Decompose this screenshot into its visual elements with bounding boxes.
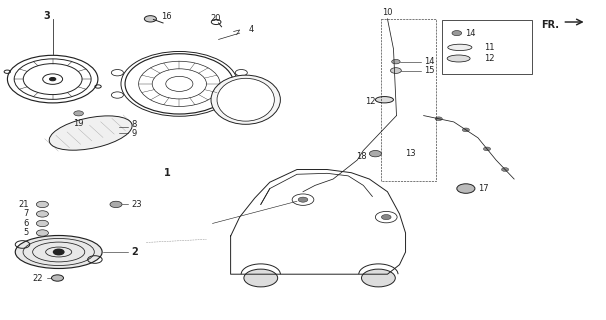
Circle shape xyxy=(36,211,48,217)
Ellipse shape xyxy=(375,97,393,103)
Text: 19: 19 xyxy=(73,119,84,128)
Text: 20: 20 xyxy=(210,14,221,23)
Text: 5: 5 xyxy=(23,228,28,237)
Circle shape xyxy=(362,269,395,287)
Circle shape xyxy=(501,168,508,172)
Circle shape xyxy=(36,230,48,236)
Text: 10: 10 xyxy=(382,8,393,17)
Circle shape xyxy=(50,77,56,81)
Ellipse shape xyxy=(217,78,275,121)
Text: 8: 8 xyxy=(131,120,136,129)
Text: 6: 6 xyxy=(23,219,28,228)
Text: 9: 9 xyxy=(131,129,136,138)
Text: 16: 16 xyxy=(161,12,172,21)
Circle shape xyxy=(452,31,462,36)
Circle shape xyxy=(381,215,391,220)
Circle shape xyxy=(369,150,381,157)
Bar xyxy=(381,19,436,180)
Text: 12: 12 xyxy=(484,54,494,63)
Text: 11: 11 xyxy=(484,43,494,52)
Circle shape xyxy=(52,275,64,281)
Text: 4: 4 xyxy=(249,25,255,35)
Text: 1: 1 xyxy=(164,168,171,178)
Circle shape xyxy=(74,111,84,116)
Text: 21: 21 xyxy=(18,200,28,209)
Circle shape xyxy=(391,60,400,64)
Text: 13: 13 xyxy=(405,148,416,157)
Text: 22: 22 xyxy=(32,274,42,283)
Circle shape xyxy=(298,197,308,202)
Circle shape xyxy=(36,201,48,208)
Text: 14: 14 xyxy=(465,28,475,38)
Circle shape xyxy=(36,220,48,227)
Ellipse shape xyxy=(448,44,472,51)
Circle shape xyxy=(244,269,278,287)
Text: 17: 17 xyxy=(478,184,488,193)
Circle shape xyxy=(110,201,122,208)
Text: 15: 15 xyxy=(424,66,434,75)
Ellipse shape xyxy=(49,116,132,150)
Bar xyxy=(442,20,532,74)
Circle shape xyxy=(484,147,491,151)
Text: 12: 12 xyxy=(365,97,375,106)
Text: 18: 18 xyxy=(356,152,367,161)
Circle shape xyxy=(390,68,401,73)
Circle shape xyxy=(53,249,64,255)
Ellipse shape xyxy=(447,55,470,62)
Circle shape xyxy=(435,117,442,121)
Text: 2: 2 xyxy=(131,247,138,257)
Circle shape xyxy=(144,16,156,22)
Text: 7: 7 xyxy=(23,209,28,219)
Text: FR.: FR. xyxy=(541,20,559,30)
Text: 23: 23 xyxy=(131,200,142,209)
Text: 14: 14 xyxy=(424,57,434,66)
Circle shape xyxy=(457,184,475,193)
Ellipse shape xyxy=(211,75,281,124)
Text: 3: 3 xyxy=(43,11,50,21)
Circle shape xyxy=(462,128,470,132)
Ellipse shape xyxy=(15,236,102,268)
